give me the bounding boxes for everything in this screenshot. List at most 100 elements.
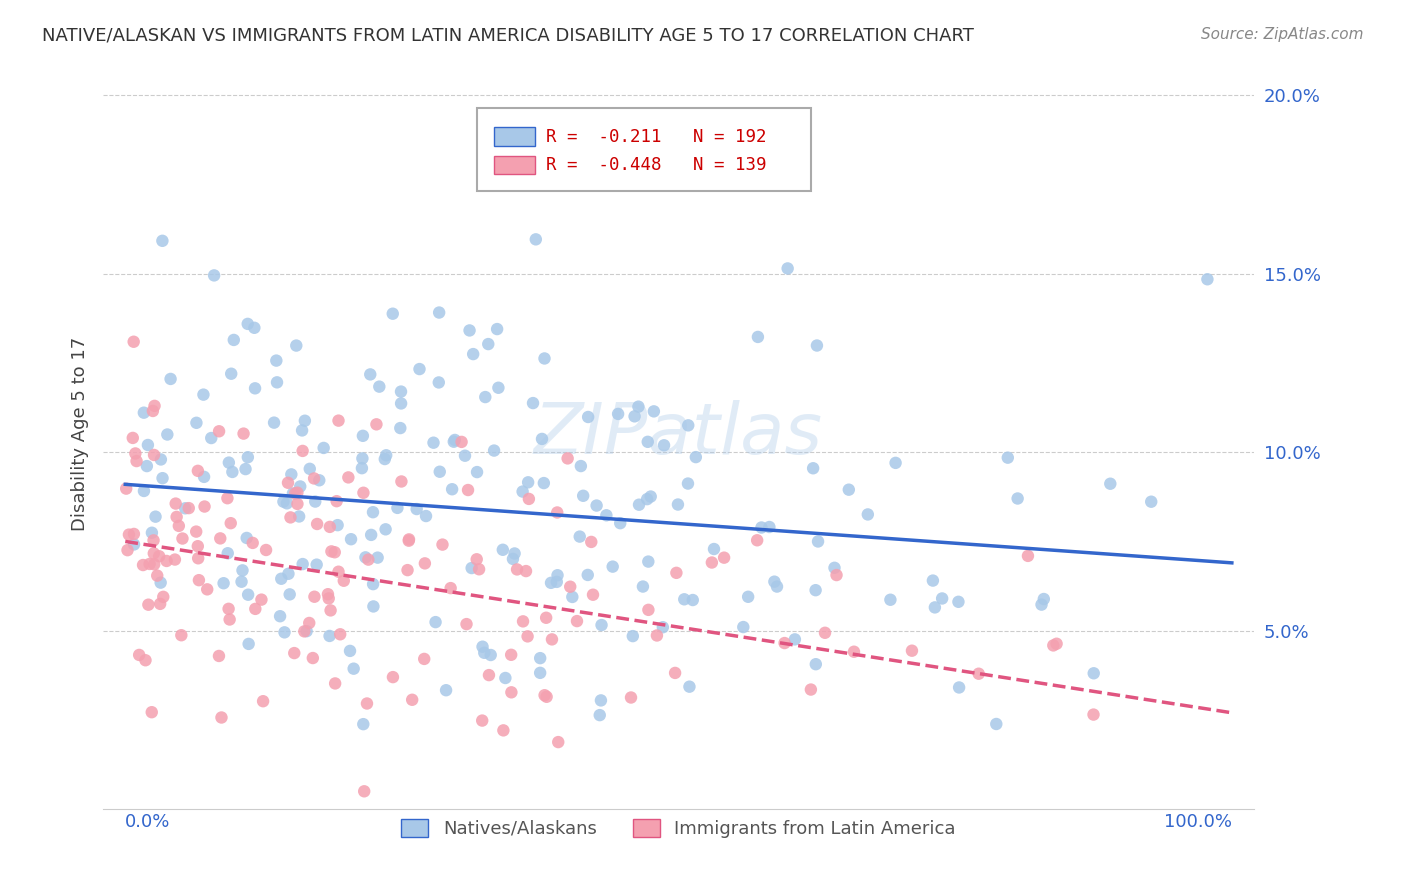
Text: Source: ZipAtlas.com: Source: ZipAtlas.com	[1201, 27, 1364, 42]
Point	[236, 588, 259, 602]
Point	[143, 399, 166, 413]
Point	[141, 705, 163, 719]
Point	[208, 648, 231, 663]
Point	[427, 376, 450, 390]
Point	[522, 396, 544, 410]
Point	[125, 454, 148, 468]
Point	[585, 499, 607, 513]
Point	[477, 337, 499, 351]
Point	[1197, 272, 1219, 286]
Point	[122, 527, 145, 541]
Point	[337, 470, 360, 484]
Point	[643, 404, 665, 418]
Point	[997, 450, 1019, 465]
Point	[472, 646, 495, 660]
Point	[352, 485, 374, 500]
Point	[800, 682, 823, 697]
Point	[457, 483, 479, 497]
Point	[115, 482, 138, 496]
Point	[281, 486, 304, 500]
Point	[529, 665, 551, 680]
Point	[763, 574, 786, 589]
Point	[1083, 666, 1105, 681]
Point	[391, 475, 413, 489]
Point	[561, 590, 583, 604]
Point	[186, 416, 208, 430]
Point	[212, 576, 235, 591]
Point	[530, 432, 553, 446]
Point	[217, 491, 239, 506]
Point	[132, 558, 155, 572]
Point	[208, 424, 231, 438]
Point	[856, 508, 879, 522]
Point	[773, 636, 796, 650]
Point	[238, 637, 260, 651]
Point	[353, 784, 375, 798]
Point	[222, 333, 245, 347]
Point	[534, 611, 557, 625]
Point	[776, 261, 799, 276]
Point	[825, 568, 848, 582]
Point	[138, 557, 160, 571]
Point	[298, 462, 321, 476]
Point	[422, 435, 444, 450]
Point	[623, 409, 645, 424]
Point	[333, 574, 356, 588]
Point	[494, 671, 516, 685]
Point	[155, 554, 177, 568]
Point	[664, 665, 686, 680]
Point	[1042, 639, 1064, 653]
Point	[290, 479, 312, 493]
Point	[177, 501, 200, 516]
Point	[838, 483, 860, 497]
Point	[174, 501, 197, 516]
Point	[329, 627, 352, 641]
Point	[318, 591, 340, 606]
Point	[152, 590, 174, 604]
Point	[135, 459, 157, 474]
Point	[456, 617, 478, 632]
Point	[143, 448, 166, 462]
Point	[678, 680, 700, 694]
Point	[159, 372, 181, 386]
Point	[218, 613, 240, 627]
Point	[804, 657, 827, 672]
Point	[713, 550, 735, 565]
Point	[398, 533, 420, 547]
Point	[202, 268, 225, 283]
Point	[361, 505, 384, 519]
Point	[352, 717, 374, 731]
Point	[737, 590, 759, 604]
Point	[440, 581, 463, 595]
Point	[277, 566, 299, 581]
Point	[354, 550, 377, 565]
Point	[581, 535, 603, 549]
Point	[360, 528, 382, 542]
Point	[273, 494, 295, 508]
Point	[128, 648, 150, 662]
Point	[512, 484, 534, 499]
Point	[482, 443, 505, 458]
Point	[236, 450, 259, 465]
Point	[319, 603, 342, 617]
Point	[270, 572, 292, 586]
Point	[665, 566, 688, 580]
Point	[243, 320, 266, 334]
Point	[292, 624, 315, 639]
Point	[486, 322, 509, 336]
Point	[465, 552, 488, 566]
Point	[146, 568, 169, 582]
Point	[278, 587, 301, 601]
Point	[425, 615, 447, 629]
Point	[273, 625, 295, 640]
Point	[824, 561, 846, 575]
Point	[751, 520, 773, 534]
Point	[143, 558, 166, 572]
Point	[676, 476, 699, 491]
Point	[651, 620, 673, 634]
Point	[1140, 494, 1163, 508]
Point	[304, 590, 326, 604]
FancyBboxPatch shape	[495, 155, 534, 174]
Point	[269, 609, 291, 624]
Point	[307, 516, 329, 531]
